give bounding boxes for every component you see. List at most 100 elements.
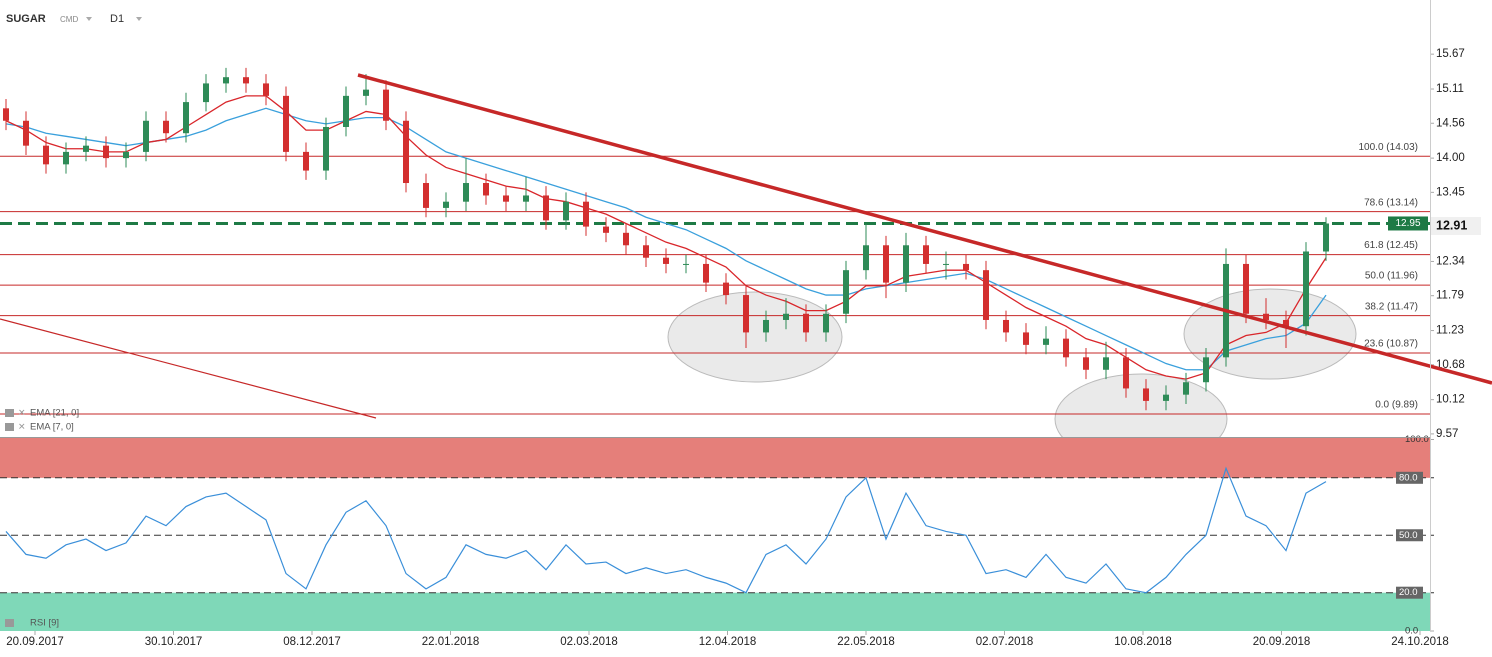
candle-body xyxy=(483,183,489,196)
candle-body xyxy=(803,313,809,333)
candle-body xyxy=(1203,357,1209,383)
timeframe[interactable]: D1 xyxy=(110,13,124,25)
current-price-label: 12.95 xyxy=(1395,218,1420,229)
remove-icon[interactable]: ✕ xyxy=(18,407,26,417)
candle-body xyxy=(543,195,549,221)
rsi-tick-label: 80.0 xyxy=(1399,472,1418,483)
x-tick-label: 30.10.2017 xyxy=(145,636,203,648)
y-tick-label: 10.12 xyxy=(1436,394,1465,406)
x-tick-label: 20.09.2017 xyxy=(6,636,64,648)
candle-body xyxy=(1143,388,1149,401)
candle-body xyxy=(463,183,469,202)
pattern-ellipse xyxy=(667,291,843,383)
candle-body xyxy=(1283,319,1289,327)
candle-body xyxy=(223,77,229,84)
legend-icon[interactable] xyxy=(5,423,14,431)
candle-body xyxy=(3,108,9,121)
rsi-tick-label: 20.0 xyxy=(1399,587,1418,598)
candle-body xyxy=(723,282,729,296)
y-tick-label: 15.11 xyxy=(1436,83,1464,95)
legend-icon[interactable] xyxy=(5,409,14,417)
candle-body xyxy=(1163,394,1169,401)
candle-body xyxy=(523,195,529,202)
candle-body xyxy=(23,120,29,146)
candle-body xyxy=(923,245,929,264)
legend-label: EMA [21, 0] xyxy=(30,408,79,419)
candle-body xyxy=(583,201,589,227)
candle-body xyxy=(563,201,569,221)
trend-line xyxy=(0,318,377,419)
y-tick-label: 14.00 xyxy=(1436,152,1465,164)
candle-body xyxy=(983,270,989,320)
dropdown-icon[interactable] xyxy=(136,17,142,21)
candle-body xyxy=(443,201,449,208)
dropdown-icon[interactable] xyxy=(86,17,92,21)
rsi-tick-label: 0.0 xyxy=(1405,626,1418,637)
rsi-level-tag xyxy=(1396,529,1423,542)
candle-body xyxy=(43,145,49,165)
fibonacci-label: 61.8 (12.45) xyxy=(1364,240,1418,251)
candle-body xyxy=(503,195,509,202)
candle-body xyxy=(403,120,409,184)
candle-body xyxy=(1103,357,1109,370)
y-tick-label: 13.45 xyxy=(1436,186,1465,198)
rsi-line xyxy=(5,466,1327,594)
candle-body xyxy=(703,263,709,283)
candle-body xyxy=(883,245,889,283)
candle-body xyxy=(843,270,849,314)
candle-body xyxy=(943,263,949,265)
candle-body xyxy=(263,83,269,96)
candle-body xyxy=(163,120,169,134)
y-tick-label: 11.79 xyxy=(1436,290,1464,302)
candle-body xyxy=(1123,357,1129,389)
rsi-level-tag xyxy=(1396,586,1423,599)
candle-body xyxy=(243,77,249,84)
x-tick-label: 24.10.2018 xyxy=(1391,636,1449,648)
x-tick-label: 12.04.2018 xyxy=(699,636,757,648)
candle-body xyxy=(123,151,129,159)
candle-body xyxy=(63,151,69,165)
candle-body xyxy=(423,183,429,208)
candle-body xyxy=(863,245,869,271)
header: SUGAR CMD D1 xyxy=(6,13,142,25)
candle-body xyxy=(1063,338,1069,358)
legend-label: EMA [7, 0] xyxy=(30,422,74,433)
candle-body xyxy=(83,145,89,152)
candle-body xyxy=(743,295,749,333)
legend-icon xyxy=(5,619,14,627)
candle-body xyxy=(623,232,629,246)
rsi-tick-label: 50.0 xyxy=(1399,530,1418,541)
y-tick-label: 9.57 xyxy=(1436,428,1458,440)
candle-body xyxy=(383,89,389,121)
candle-body xyxy=(1183,382,1189,395)
candle-body xyxy=(283,95,289,152)
candle-body xyxy=(1263,313,1269,320)
last-price-tag xyxy=(1431,216,1481,235)
remove-icon[interactable]: ✕ xyxy=(18,421,26,431)
overbought-zone xyxy=(0,438,1430,478)
legend-label: RSI [9] xyxy=(30,618,59,629)
trend-line xyxy=(357,73,1492,385)
candle-body xyxy=(363,89,369,96)
candle-body xyxy=(823,313,829,333)
symbol: SUGAR xyxy=(6,13,46,25)
candle-body xyxy=(903,245,909,283)
candle-body xyxy=(323,126,329,171)
x-tick-label: 22.01.2018 xyxy=(422,636,480,648)
candle-body xyxy=(183,102,189,134)
candle-body xyxy=(1043,338,1049,345)
candle-body xyxy=(963,263,969,271)
legend: ✕ EMA [21, 0] ✕ EMA [7, 0] xyxy=(5,407,79,433)
x-tick-label: 22.05.2018 xyxy=(837,636,895,648)
y-tick-label: 12.34 xyxy=(1436,255,1465,267)
fibonacci-label: 50.0 (11.96) xyxy=(1365,271,1418,282)
instrument-type[interactable]: CMD xyxy=(60,15,78,24)
candle-body xyxy=(1023,332,1029,345)
candle-body xyxy=(783,313,789,320)
fibonacci-label: 38.2 (11.47) xyxy=(1365,301,1418,312)
x-tick-label: 02.03.2018 xyxy=(560,636,618,648)
x-tick-label: 02.07.2018 xyxy=(976,636,1034,648)
candle-body xyxy=(203,83,209,103)
y-tick-label: 15.67 xyxy=(1436,48,1465,60)
